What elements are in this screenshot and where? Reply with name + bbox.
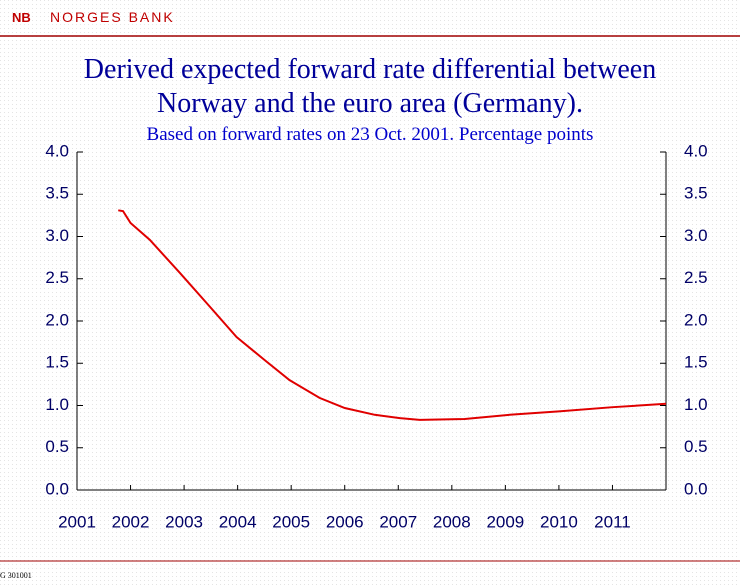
x-tick-label: 2007	[379, 512, 417, 531]
y-tick-label: 3.5	[45, 184, 69, 203]
y-tick-label: 2.0	[45, 310, 69, 329]
brand: NORGES BANK	[50, 9, 175, 25]
y-tick-label: 0.0	[45, 479, 69, 498]
data-line	[118, 209, 667, 421]
x-tick-label: 2003	[165, 512, 203, 531]
y-tick-label: 4.0	[45, 141, 69, 160]
x-tick-label: 2006	[326, 512, 364, 531]
x-tick-label: 2001	[58, 512, 96, 531]
logo: NB	[12, 10, 31, 25]
y2-tick-label: 1.5	[684, 353, 708, 372]
x-tick-label: 2009	[486, 512, 524, 531]
y2-tick-label: 2.5	[684, 268, 708, 287]
x-tick-label: 2005	[272, 512, 310, 531]
x-tick-label: 2010	[540, 512, 578, 531]
chart-title: Derived expected forward rate differenti…	[84, 54, 656, 85]
y2-tick-label: 0.0	[684, 479, 708, 498]
x-tick-label: 2002	[112, 512, 150, 531]
y2-tick-label: 0.5	[684, 437, 708, 456]
y-tick-label: 1.0	[45, 395, 69, 414]
y2-tick-label: 3.5	[684, 184, 708, 203]
chart-title: Norway and the euro area (Germany).	[157, 88, 583, 119]
footer-code: G 301001	[0, 571, 32, 580]
chart-subtitle: Based on forward rates on 23 Oct. 2001. …	[147, 124, 594, 145]
y2-tick-label: 3.0	[684, 226, 708, 245]
y-tick-label: 2.5	[45, 268, 69, 287]
y-tick-label: 1.5	[45, 353, 69, 372]
y-tick-label: 0.5	[45, 437, 69, 456]
x-tick-label: 2011	[594, 512, 631, 531]
y2-tick-label: 2.0	[684, 310, 708, 329]
y2-tick-label: 1.0	[684, 395, 708, 414]
y2-tick-label: 4.0	[684, 141, 708, 160]
x-tick-label: 2008	[433, 512, 471, 531]
x-tick-label: 2004	[219, 512, 257, 531]
y-tick-label: 3.0	[45, 226, 69, 245]
